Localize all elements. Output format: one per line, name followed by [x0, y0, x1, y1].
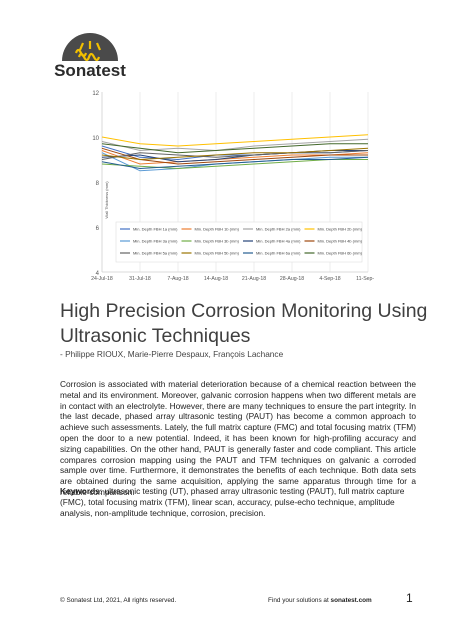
x-tick-label: 31-Jul-18	[129, 276, 151, 282]
logo-wordmark: Sonatest	[54, 61, 126, 80]
footer-copyright: © Sonatest Ltd, 2021, All rights reserve…	[60, 597, 177, 604]
sonatest-logo: Sonatest	[52, 27, 128, 83]
x-tick-label: 11-Sep-18	[356, 276, 374, 282]
title-line-2: Ultrasonic Techniques	[60, 325, 251, 347]
series-line	[101, 150, 369, 160]
x-tick-label: 24-Jul-18	[91, 276, 113, 282]
legend-label: Min. Depth FBH 2b (mm)	[318, 227, 363, 232]
footer-site-link[interactable]: sonatest.com	[330, 597, 372, 604]
footer-solutions: Find your solutions at sonatest.com	[268, 597, 372, 604]
series-line	[101, 134, 369, 147]
series-line	[101, 138, 369, 152]
keywords-text: : ultrasonic testing (UT), phased array …	[60, 486, 405, 518]
legend-label: Min. Depth FBH 5a (mm)	[133, 251, 178, 256]
y-tick-label: 12	[92, 91, 99, 97]
x-tick-label: 28-Aug-18	[280, 276, 304, 282]
page-number: 1	[406, 591, 413, 605]
title-line-1: High Precision Corrosion Monitoring Usin…	[60, 300, 428, 322]
x-tick-label: 7-Aug-18	[167, 276, 188, 282]
legend-label: Min. Depth FBH 1a (mm)	[133, 227, 178, 232]
x-tick-label: 21-Aug-18	[242, 276, 266, 282]
footer-solutions-prefix: Find your solutions at	[268, 597, 331, 604]
series-line	[101, 156, 369, 170]
logo-dome-icon	[62, 33, 118, 62]
paper-title: High Precision Corrosion Monitoring Usin…	[60, 299, 440, 349]
authors: - Philippe RIOUX, Marie-Pierre Despaux, …	[60, 349, 284, 359]
legend-label: Min. Depth FBH 3b (mm)	[195, 239, 240, 244]
keywords: Keywords: ultrasonic testing (UT), phase…	[60, 486, 416, 518]
legend-label: Min. Depth FBH 6b (mm)	[318, 251, 363, 256]
y-tick-label: 4	[96, 271, 100, 277]
legend-label: Min. Depth FBH 5b (mm)	[195, 251, 240, 256]
legend-box	[115, 221, 363, 263]
x-tick-label: 4-Sep-18	[319, 276, 340, 282]
y-tick-label: 8	[96, 181, 100, 187]
legend-label: Min. Depth FBH 4b (mm)	[318, 239, 363, 244]
legend-label: Min. Depth FBH 4a (mm)	[256, 239, 301, 244]
y-tick-label: 10	[92, 136, 99, 142]
legend-label: Min. Depth FBH 1b (mm)	[195, 227, 240, 232]
y-tick-label: 6	[96, 226, 100, 232]
series-line	[101, 143, 368, 154]
legend-label: Min. Depth FBH 2a (mm)	[256, 227, 301, 232]
x-tick-label: 14-Aug-18	[204, 276, 228, 282]
legend-label: Min. Depth FBH 6a (mm)	[256, 251, 301, 256]
legend-label: Min. Depth FBH 3a (mm)	[133, 239, 178, 244]
keywords-label: Keywords	[60, 486, 100, 496]
wall-thickness-chart: 12 10 8 6 4 Wall Thickness (mm) 24-Jul-18 31-Ju…	[88, 86, 374, 288]
abstract-text: Corrosion is associated with material de…	[60, 379, 416, 497]
series-line	[101, 147, 368, 165]
y-axis-label: Wall Thickness (mm)	[104, 181, 109, 219]
series-line	[101, 147, 369, 161]
